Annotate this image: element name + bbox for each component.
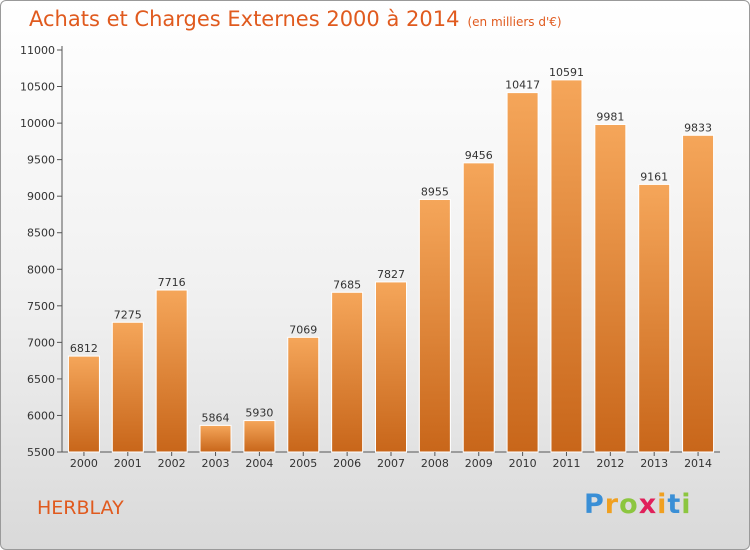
- data-label-2001: 7275: [114, 308, 142, 321]
- x-tick-label-2007: 2007: [377, 457, 405, 470]
- data-label-2004: 5930: [245, 407, 273, 420]
- logo-letter: r: [604, 489, 620, 520]
- bar-2002: [155, 289, 188, 453]
- y-tick-label: 9000: [27, 190, 55, 203]
- data-label-2006: 7685: [333, 278, 361, 291]
- x-tick-label-2004: 2004: [245, 457, 273, 470]
- bar-2011: [550, 79, 583, 453]
- x-tick-label-2011: 2011: [552, 457, 580, 470]
- data-label-2000: 6812: [70, 342, 98, 355]
- bar-2000: [67, 355, 100, 453]
- x-tick-label-2013: 2013: [640, 457, 668, 470]
- data-label-2005: 7069: [289, 323, 317, 336]
- data-label-2011: 10591: [549, 66, 584, 79]
- y-tick-label: 10500: [20, 81, 55, 94]
- logo-letter: o: [619, 489, 639, 520]
- x-tick-label-2001: 2001: [114, 457, 142, 470]
- y-tick-label: 7500: [27, 300, 55, 313]
- bar-2012: [594, 123, 627, 453]
- x-tick-label-2014: 2014: [684, 457, 712, 470]
- data-label-2002: 7716: [158, 276, 186, 289]
- x-tick-label-2012: 2012: [596, 457, 624, 470]
- data-label-2014: 9833: [684, 121, 712, 134]
- data-label-2003: 5864: [202, 411, 230, 424]
- y-tick-label: 7000: [27, 336, 55, 349]
- y-tick-label: 10000: [20, 117, 55, 130]
- logo-letter: i: [681, 489, 692, 520]
- logo-letter: P: [584, 489, 605, 520]
- bar-2007: [375, 281, 407, 453]
- y-tick-label: 6000: [27, 409, 55, 422]
- logo-letter: x: [638, 489, 658, 520]
- chart-title-text: Achats et Charges Externes 2000 à 2014: [29, 7, 460, 31]
- y-tick-label: 5500: [27, 446, 55, 459]
- x-tick-label-2000: 2000: [70, 457, 98, 470]
- y-tick-label: 8500: [27, 227, 55, 240]
- commune-label: HERBLAY: [37, 497, 124, 519]
- y-tick-label: 6500: [27, 373, 55, 386]
- data-label-2012: 9981: [596, 110, 624, 123]
- x-tick-label-2010: 2010: [509, 457, 537, 470]
- logo-letter: i: [657, 489, 668, 520]
- data-label-2010: 10417: [505, 79, 540, 92]
- bar-2006: [331, 291, 364, 453]
- data-label-2007: 7827: [377, 268, 405, 281]
- proxiti-logo: Proxiti: [584, 489, 692, 520]
- x-tick-label-2002: 2002: [158, 457, 186, 470]
- x-tick-label-2006: 2006: [333, 457, 361, 470]
- x-tick-label-2005: 2005: [289, 457, 317, 470]
- bar-2005: [287, 336, 320, 453]
- chart-subtitle: (en milliers d'€): [467, 15, 562, 29]
- chart-title: Achats et Charges Externes 2000 à 2014 (e…: [29, 7, 562, 31]
- x-tick-label-2008: 2008: [421, 457, 449, 470]
- bar-2008: [418, 198, 451, 453]
- y-tick-label: 9500: [27, 154, 55, 167]
- bar-2014: [682, 134, 715, 453]
- bar-2013: [638, 183, 671, 453]
- data-label-2008: 8955: [421, 185, 449, 198]
- bar-2001: [111, 321, 144, 453]
- data-label-2013: 9161: [640, 170, 668, 183]
- bar-2003: [199, 424, 232, 453]
- bar-2004: [243, 420, 276, 453]
- bar-2009: [462, 162, 495, 453]
- bar-2010: [506, 92, 539, 453]
- y-tick-label: 11000: [20, 44, 55, 57]
- x-tick-label-2009: 2009: [465, 457, 493, 470]
- y-tick-label: 8000: [27, 263, 55, 276]
- x-tick-label-2003: 2003: [202, 457, 230, 470]
- data-label-2009: 9456: [465, 149, 493, 162]
- logo-letter: t: [667, 489, 682, 520]
